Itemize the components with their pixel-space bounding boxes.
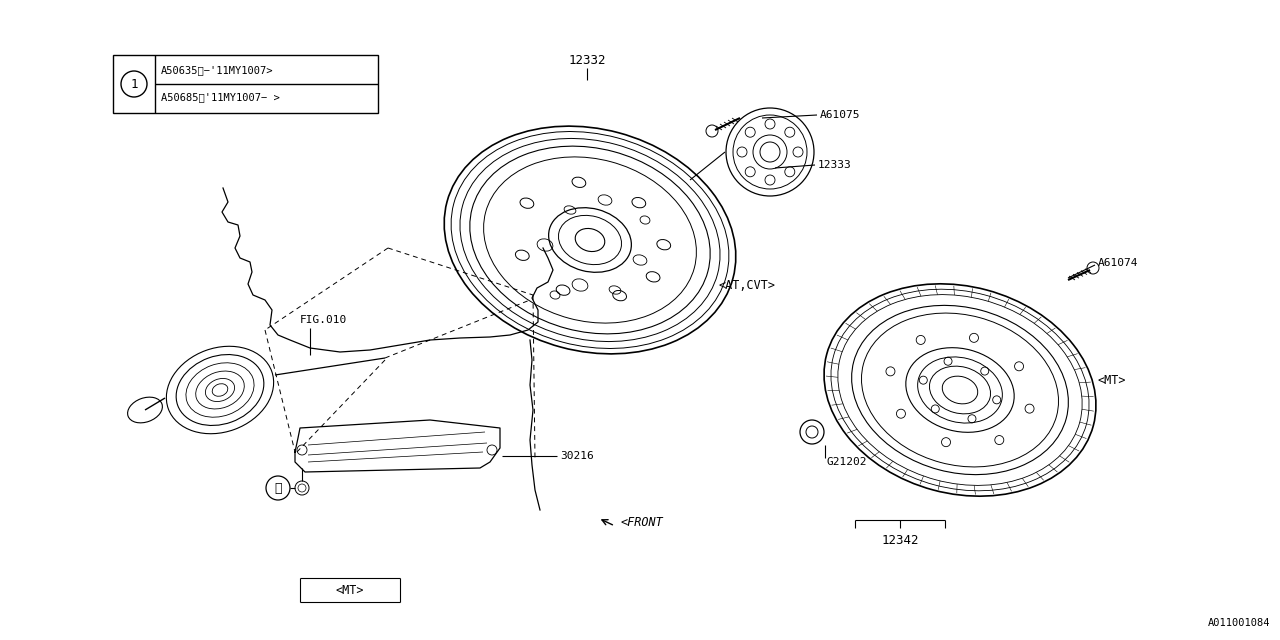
Text: <MT>: <MT> [335, 584, 365, 596]
Text: <MT>: <MT> [1098, 374, 1126, 387]
Text: 30216: 30216 [561, 451, 594, 461]
Text: <AT,CVT>: <AT,CVT> [718, 278, 774, 291]
Text: 12342: 12342 [881, 534, 919, 547]
Bar [113, 55, 378, 113]
Text: ①: ① [274, 481, 282, 495]
Text: A61074: A61074 [1098, 258, 1138, 268]
Text: G21202: G21202 [826, 457, 867, 467]
Text: A50685（'11MY1007− >: A50685（'11MY1007− > [161, 92, 280, 102]
Text: 12332: 12332 [568, 54, 605, 67]
Text: 1: 1 [131, 77, 138, 90]
Text: FIG.010: FIG.010 [300, 315, 347, 325]
Text: A011001084: A011001084 [1207, 618, 1270, 628]
Text: A61075: A61075 [820, 110, 860, 120]
Text: A50635（−'11MY1007>: A50635（−'11MY1007> [161, 66, 274, 76]
Text: <FRONT: <FRONT [620, 515, 663, 529]
Text: 12333: 12333 [818, 160, 851, 170]
